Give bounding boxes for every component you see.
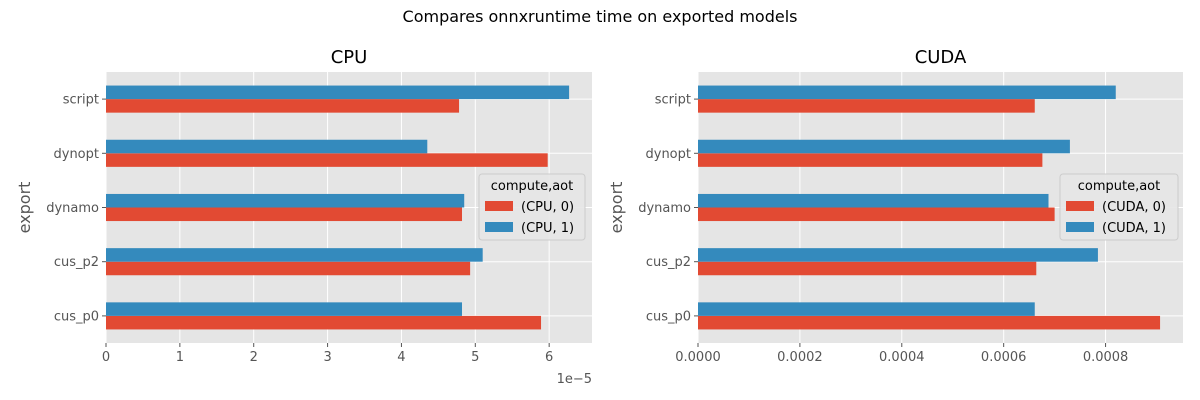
legend-swatch-1 xyxy=(1066,222,1094,232)
y-tick-label: script xyxy=(655,93,691,108)
legend-title: compute,aot xyxy=(1078,179,1161,194)
y-tick-label: dynamo xyxy=(46,201,99,216)
x-tick-label: 3 xyxy=(323,350,331,365)
y-tick-label: cus_p2 xyxy=(646,255,691,270)
legend: compute,aot (CUDA, 0) (CUDA, 1) xyxy=(1059,173,1179,241)
legend-swatch-0 xyxy=(1066,201,1094,211)
bar-cus_p0-series-1 xyxy=(106,302,463,316)
legend: compute,aot (CPU, 0) (CPU, 1) xyxy=(478,173,586,241)
legend-swatch-0 xyxy=(485,201,513,211)
x-tick-label: 1 xyxy=(176,350,184,365)
bar-dynopt-series-1 xyxy=(698,139,1070,154)
bar-cus_p2-series-0 xyxy=(106,261,471,276)
bar-cus_p0-series-1 xyxy=(698,302,1035,316)
chart-panel-cpu: 0 1 2 3 4 5 6 cus_p0 cus_p2 dynamo dynopt script CPU… xyxy=(15,47,592,387)
bar-cus_p0-series-0 xyxy=(106,315,542,330)
bar-dynamo-series-0 xyxy=(698,207,1055,222)
bar-cus_p2-series-1 xyxy=(106,248,483,262)
x-tick-label: 0.0000 xyxy=(675,350,721,365)
x-tick-label: 2 xyxy=(250,350,258,365)
bar-script-series-1 xyxy=(698,85,1116,100)
bar-cus_p0-series-0 xyxy=(698,315,1161,330)
y-tick-label: cus_p2 xyxy=(54,255,99,270)
x-tick-label: 6 xyxy=(545,350,553,365)
x-tick-label: 0.0008 xyxy=(1083,350,1129,365)
legend-label-1: (CPU, 1) xyxy=(521,221,574,236)
bar-dynamo-series-1 xyxy=(106,193,465,208)
y-tick-label: cus_p0 xyxy=(54,309,99,324)
bar-dynamo-series-1 xyxy=(698,193,1049,208)
legend-swatch-1 xyxy=(485,222,513,232)
x-tick-label: 0.0004 xyxy=(879,350,925,365)
y-axis-label: export xyxy=(15,182,34,234)
y-tick-label: dynopt xyxy=(646,147,692,162)
figure-title: Compares onnxruntime time on exported mo… xyxy=(403,7,798,26)
bar-cus_p2-series-0 xyxy=(698,261,1037,276)
panel-title: CPU xyxy=(331,47,368,68)
y-tick-label: script xyxy=(63,93,99,108)
legend-label-0: (CUDA, 0) xyxy=(1102,200,1166,215)
x-tick-label: 0.0002 xyxy=(777,350,823,365)
bar-script-series-1 xyxy=(106,85,570,100)
x-tick-label: 5 xyxy=(471,350,479,365)
bar-cus_p2-series-1 xyxy=(698,248,1098,262)
bar-dynopt-series-0 xyxy=(698,153,1043,167)
bar-dynamo-series-0 xyxy=(106,207,463,222)
y-tick-label: cus_p0 xyxy=(646,309,691,324)
x-tick-label: 0 xyxy=(102,350,110,365)
y-tick-label: dynamo xyxy=(638,201,691,216)
x-offset-label: 1e−5 xyxy=(557,372,592,387)
bar-dynopt-series-0 xyxy=(106,153,548,167)
y-axis-label: export xyxy=(607,182,626,234)
bar-dynopt-series-1 xyxy=(106,139,428,154)
legend-title: compute,aot xyxy=(491,179,574,194)
x-tick-label: 4 xyxy=(397,350,405,365)
chart-panel-cuda: 0.0000 0.0002 0.0004 0.0006 0.0008 cus_p0 cus_… xyxy=(607,47,1183,365)
panel-title: CUDA xyxy=(915,47,967,68)
x-tick-label: 0.0006 xyxy=(981,350,1027,365)
bar-script-series-0 xyxy=(698,99,1035,113)
legend-label-0: (CPU, 0) xyxy=(521,200,574,215)
legend-label-1: (CUDA, 1) xyxy=(1102,221,1166,236)
y-tick-label: dynopt xyxy=(54,147,100,162)
bar-script-series-0 xyxy=(106,99,460,113)
